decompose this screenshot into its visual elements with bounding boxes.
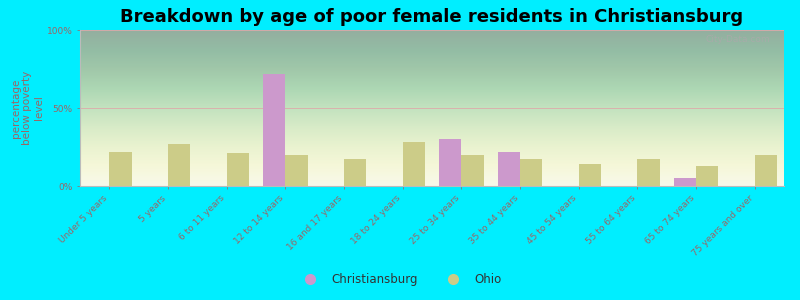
Bar bbox=[754, 155, 777, 186]
Bar bbox=[696, 166, 718, 186]
Bar bbox=[674, 178, 696, 186]
Title: Breakdown by age of poor female residents in Christiansburg: Breakdown by age of poor female resident… bbox=[121, 8, 743, 26]
Bar bbox=[462, 155, 484, 186]
Bar bbox=[286, 155, 308, 186]
Bar bbox=[578, 164, 601, 186]
Y-axis label: percentage
below poverty
level: percentage below poverty level bbox=[10, 71, 44, 145]
Bar bbox=[226, 153, 249, 186]
Bar bbox=[263, 74, 286, 186]
Bar bbox=[168, 144, 190, 186]
Bar bbox=[344, 160, 366, 186]
Bar bbox=[439, 139, 462, 186]
Bar bbox=[520, 160, 542, 186]
Bar bbox=[110, 152, 132, 186]
Bar bbox=[498, 152, 520, 186]
Bar bbox=[402, 142, 425, 186]
Text: City-Data.com: City-Data.com bbox=[706, 35, 770, 44]
Legend: Christiansburg, Ohio: Christiansburg, Ohio bbox=[294, 269, 506, 291]
Bar bbox=[638, 160, 660, 186]
